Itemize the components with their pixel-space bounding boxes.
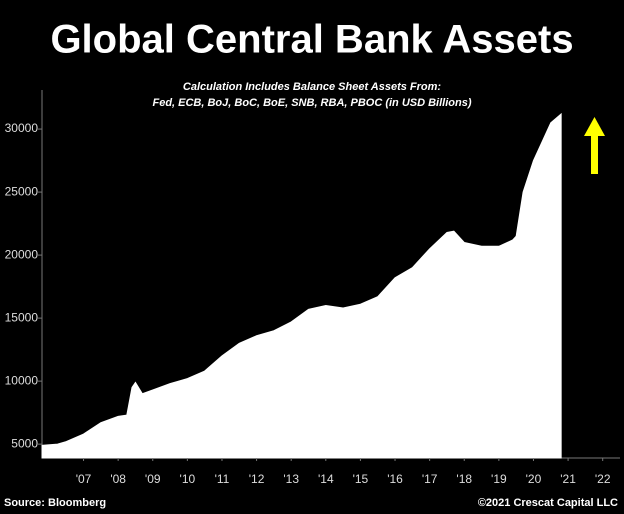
chart-title: Global Central Bank Assets bbox=[50, 18, 573, 62]
x-tick-label: '21 bbox=[560, 472, 576, 486]
x-tick-label: '12 bbox=[249, 472, 265, 486]
subtitle: Calculation Includes Balance Sheet Asset… bbox=[183, 81, 442, 93]
arrow bbox=[584, 117, 605, 174]
x-tick-label: '08 bbox=[110, 472, 126, 486]
x-tick-label: '19 bbox=[491, 472, 507, 486]
x-tick-label: '16 bbox=[387, 472, 403, 486]
y-tick-label: 5000 bbox=[11, 436, 38, 450]
subtitle: Fed, ECB, BoJ, BoC, BoE, SNB, RBA, PBOC … bbox=[152, 97, 471, 109]
credit: ©2021 Crescat Capital LLC bbox=[478, 497, 618, 509]
x-tick-label: '11 bbox=[215, 472, 230, 486]
x-tick-label: '09 bbox=[145, 472, 161, 486]
source: Source: Bloomberg bbox=[4, 497, 106, 509]
x-tick-label: '14 bbox=[318, 472, 334, 486]
y-tick-label: 25000 bbox=[5, 184, 39, 198]
x-tick-label: '20 bbox=[526, 472, 542, 486]
x-tick-label: '22 bbox=[595, 472, 611, 486]
y-tick-label: 10000 bbox=[5, 373, 39, 387]
x-tick-label: '18 bbox=[456, 472, 472, 486]
y-tick-label: 15000 bbox=[5, 310, 39, 324]
y-tick-label: 30000 bbox=[5, 121, 39, 135]
x-tick-label: '13 bbox=[283, 472, 299, 486]
x-tick-label: '15 bbox=[353, 472, 369, 486]
x-tick-label: '07 bbox=[76, 472, 92, 486]
y-tick-label: 20000 bbox=[5, 247, 39, 261]
x-tick-label: '17 bbox=[422, 472, 438, 486]
x-tick-label: '10 bbox=[180, 472, 196, 486]
area bbox=[41, 112, 562, 459]
